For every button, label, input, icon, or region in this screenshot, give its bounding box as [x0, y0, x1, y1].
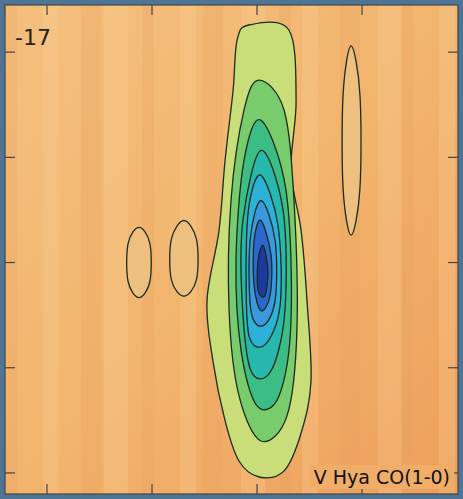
y-tick: [448, 52, 458, 53]
streak: [378, 5, 402, 494]
title: V Hya CO(1-0): [314, 466, 450, 488]
y-tick: [5, 262, 15, 263]
x-tick: [256, 484, 257, 494]
label-patch: [310, 465, 454, 489]
contour: [127, 227, 152, 297]
y-tick: [448, 262, 458, 263]
contour: [228, 80, 297, 442]
streak: [5, 5, 17, 494]
y-tick: [5, 52, 15, 53]
contours: [127, 22, 361, 478]
streak: [81, 5, 101, 494]
x-tick: [361, 5, 362, 15]
y-tick: [448, 367, 458, 368]
y-tick: [448, 157, 458, 158]
y-tick: [5, 472, 15, 473]
x-tick: [151, 484, 152, 494]
contour: [207, 22, 311, 478]
contour: [342, 46, 361, 235]
x-tick: [256, 5, 257, 15]
x-tick: [46, 484, 47, 494]
contour: [236, 120, 292, 410]
velocity-label: -17: [15, 25, 51, 50]
x-tick: [151, 5, 152, 15]
x-tick: [46, 5, 47, 15]
chart: -17 V Hya CO(1-0): [0, 0, 463, 499]
contour: [257, 245, 268, 297]
contour: [170, 221, 198, 297]
streak: [439, 5, 455, 494]
streak: [401, 5, 413, 494]
streak: [104, 5, 128, 494]
y-tick: [5, 157, 15, 158]
streak: [43, 5, 59, 494]
contour: [249, 201, 277, 327]
contour: [253, 220, 272, 311]
plot-frame: [5, 5, 458, 494]
y-tick: [5, 367, 15, 368]
contour: [241, 150, 286, 379]
contour: [246, 175, 281, 347]
plot-background: [5, 5, 458, 494]
background-streaks: [5, 5, 455, 494]
